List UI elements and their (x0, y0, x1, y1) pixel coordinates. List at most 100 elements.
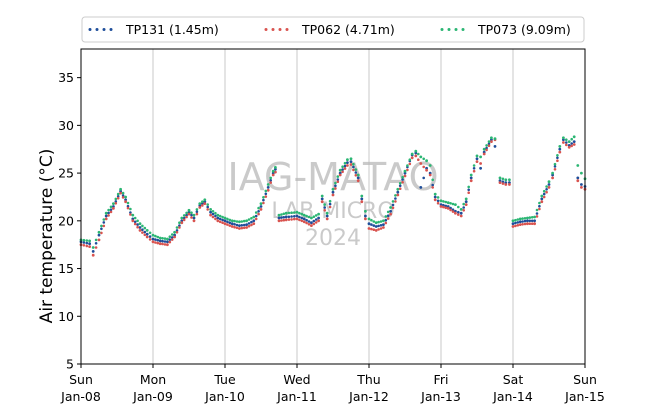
data-point (307, 223, 311, 226)
data-point (190, 216, 193, 219)
data-point (565, 143, 568, 147)
data-point (553, 165, 557, 168)
data-point (238, 224, 241, 228)
data-point (396, 193, 400, 197)
data-point (570, 142, 573, 145)
data-point (384, 215, 388, 218)
data-point (158, 236, 162, 240)
data-point (528, 216, 532, 219)
data-point (247, 224, 251, 228)
data-point (145, 229, 149, 232)
data-point (408, 162, 412, 166)
data-point (287, 211, 291, 215)
x-tick-date-label: Jan-12 (348, 389, 389, 404)
data-point (163, 240, 167, 243)
data-point (538, 204, 541, 208)
data-point (530, 219, 534, 223)
data-point (354, 168, 358, 171)
data-point (154, 241, 157, 244)
data-point (116, 196, 120, 200)
data-point (312, 222, 316, 226)
vertical-gridlines (152, 49, 514, 364)
data-point (419, 162, 423, 165)
data-point (454, 211, 457, 215)
data-point (252, 222, 256, 226)
y-tick-label: 10 (58, 309, 74, 324)
data-point (156, 235, 160, 239)
data-point (161, 237, 164, 240)
data-point (82, 238, 86, 242)
data-point (386, 210, 390, 214)
data-point (185, 211, 188, 215)
data-point (143, 233, 147, 237)
data-point (535, 215, 539, 218)
data-point (242, 223, 246, 227)
data-point (501, 180, 505, 183)
x-tick-day-label: Sun (573, 372, 597, 387)
data-point (346, 161, 349, 165)
data-point (161, 242, 164, 246)
data-point (262, 196, 265, 199)
data-point (565, 138, 568, 141)
data-point (163, 237, 167, 240)
data-point (457, 205, 460, 209)
data-point (444, 200, 448, 204)
data-point (449, 202, 452, 205)
data-point (356, 176, 360, 180)
data-point (462, 209, 466, 212)
data-point (401, 175, 404, 179)
data-point (277, 219, 281, 223)
data-point (511, 225, 515, 228)
data-point (391, 200, 395, 203)
data-point (572, 140, 576, 144)
data-point (242, 226, 246, 230)
data-point (459, 214, 463, 218)
data-point (240, 220, 244, 223)
data-point (293, 211, 296, 214)
data-point (307, 220, 311, 223)
data-point (305, 218, 308, 222)
data-point (320, 200, 324, 204)
data-point (310, 216, 313, 220)
data-point (422, 157, 426, 161)
data-point (298, 215, 301, 219)
data-point (556, 154, 559, 157)
data-point (300, 216, 304, 220)
data-point (523, 217, 527, 220)
legend-label: TP062 (4.71m) (301, 22, 395, 37)
data-point (580, 171, 583, 175)
legend-label: TP131 (1.45m) (125, 22, 219, 37)
data-point (145, 232, 149, 236)
data-point (262, 198, 265, 202)
data-point (280, 219, 283, 222)
data-point (314, 218, 318, 221)
data-point (187, 212, 191, 216)
data-point (325, 211, 329, 215)
data-point (190, 211, 193, 214)
data-point (209, 210, 213, 214)
data-point (131, 219, 135, 223)
data-point (323, 206, 327, 209)
x-tick-day-label: Thu (356, 372, 380, 387)
data-point (85, 239, 89, 242)
data-point (558, 150, 562, 154)
data-point (490, 140, 493, 144)
data-point (479, 155, 482, 159)
data-point (295, 210, 299, 214)
data-point (530, 216, 534, 219)
data-point (148, 231, 152, 235)
data-point (274, 166, 277, 169)
data-point (203, 198, 207, 202)
data-point (310, 224, 313, 228)
data-point (136, 225, 139, 229)
data-point (269, 179, 273, 182)
data-point (526, 219, 529, 223)
data-point (317, 216, 320, 220)
data-point (230, 222, 234, 226)
data-point (518, 217, 522, 221)
data-point (143, 230, 147, 234)
data-point (119, 191, 122, 195)
data-point (238, 220, 241, 224)
data-point (264, 192, 268, 196)
data-point (514, 224, 517, 228)
